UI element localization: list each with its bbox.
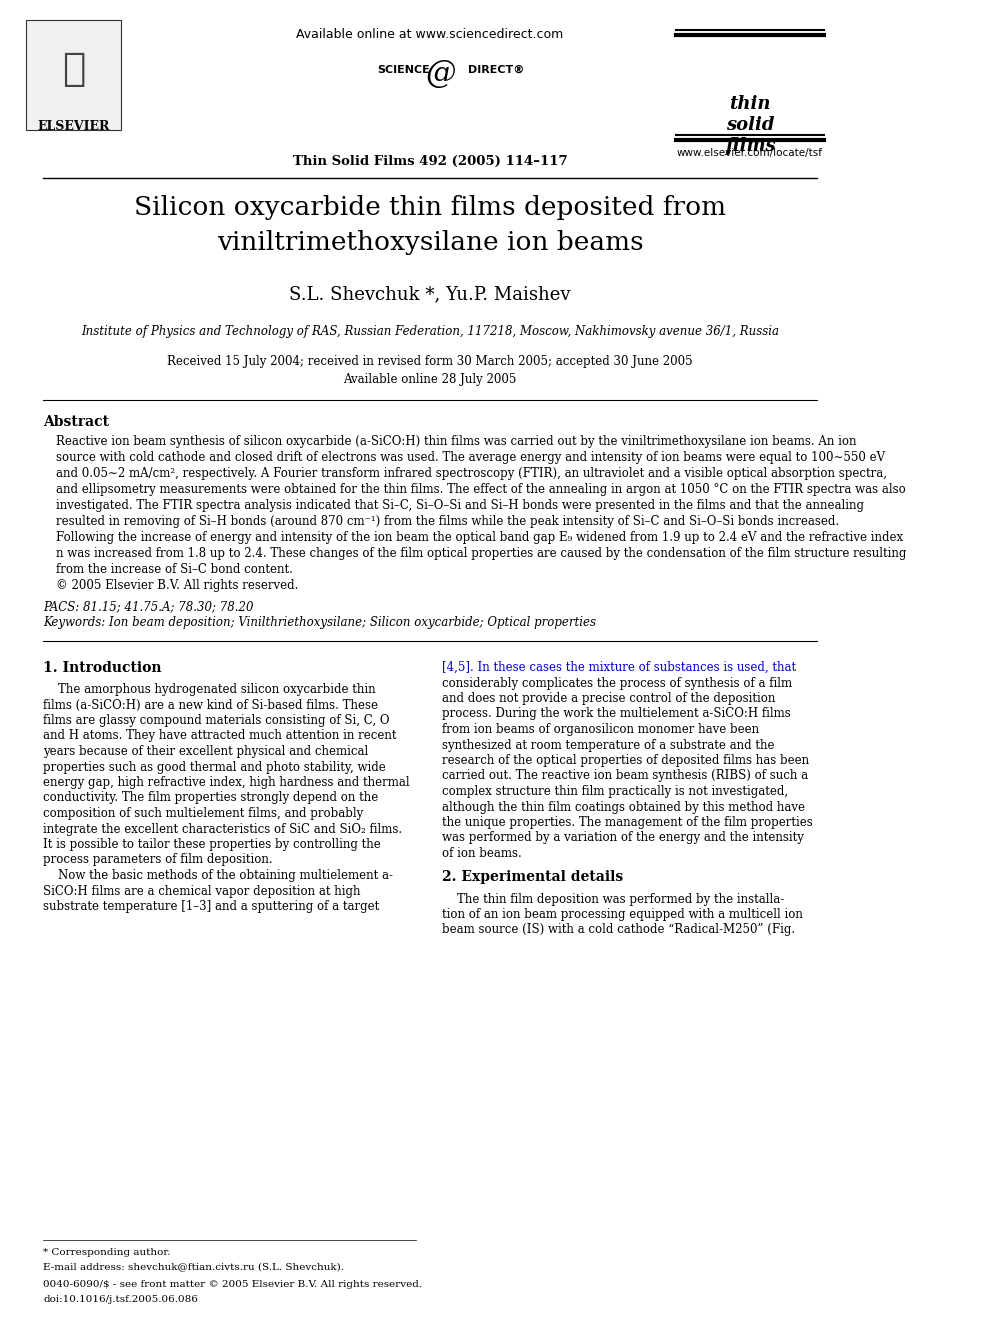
Text: [4,5]. In these cases the mixture of substances is used, that: [4,5]. In these cases the mixture of sub… [442,662,797,673]
Text: films are glassy compound materials consisting of Si, C, O: films are glassy compound materials cons… [44,714,390,728]
Text: Following the increase of energy and intensity of the ion beam the optical band : Following the increase of energy and int… [57,531,904,544]
Text: and ellipsometry measurements were obtained for the thin films. The effect of th: and ellipsometry measurements were obtai… [57,483,906,496]
Text: years because of their excellent physical and chemical: years because of their excellent physica… [44,745,369,758]
Text: films (a-SiCO:H) are a new kind of Si-based films. These: films (a-SiCO:H) are a new kind of Si-ba… [44,699,378,712]
FancyBboxPatch shape [26,20,121,130]
Text: properties such as good thermal and photo stability, wide: properties such as good thermal and phot… [44,761,386,774]
Text: Silicon oxycarbide thin films deposited from: Silicon oxycarbide thin films deposited … [134,194,726,220]
Text: 🌳: 🌳 [62,50,85,89]
Text: source with cold cathode and closed drift of electrons was used. The average ene: source with cold cathode and closed drif… [57,451,886,464]
Text: energy gap, high refractive index, high hardness and thermal: energy gap, high refractive index, high … [44,777,410,789]
Text: complex structure thin film practically is not investigated,: complex structure thin film practically … [442,785,789,798]
Text: and does not provide a precise control of the deposition: and does not provide a precise control o… [442,692,776,705]
Text: from the increase of Si–C bond content.: from the increase of Si–C bond content. [57,564,294,576]
Text: E-mail address: shevchuk@ftian.civts.ru (S.L. Shevchuk).: E-mail address: shevchuk@ftian.civts.ru … [44,1262,344,1271]
Text: Reactive ion beam synthesis of silicon oxycarbide (a-SiCO:H) thin films was carr: Reactive ion beam synthesis of silicon o… [57,435,857,448]
Text: The thin film deposition was performed by the installa-: The thin film deposition was performed b… [442,893,785,905]
Text: substrate temperature [1–3] and a sputtering of a target: substrate temperature [1–3] and a sputte… [44,900,380,913]
Text: integrate the excellent characteristics of SiC and SiO₂ films.: integrate the excellent characteristics … [44,823,403,836]
Text: SiCO:H films are a chemical vapor deposition at high: SiCO:H films are a chemical vapor deposi… [44,885,361,897]
Text: thin
solid
films: thin solid films [724,95,776,155]
Text: synthesized at room temperature of a substrate and the: synthesized at room temperature of a sub… [442,738,775,751]
Text: The amorphous hydrogenated silicon oxycarbide thin: The amorphous hydrogenated silicon oxyca… [44,683,376,696]
Text: from ion beams of organosilicon monomer have been: from ion beams of organosilicon monomer … [442,722,759,736]
Text: Keywords: Ion beam deposition; Vinilthriethoxysilane; Silicon oxycarbide; Optica: Keywords: Ion beam deposition; Vinilthri… [44,617,596,628]
Text: research of the optical properties of deposited films has been: research of the optical properties of de… [442,754,809,767]
Text: investigated. The FTIR spectra analysis indicated that Si–C, Si–O–Si and Si–H bo: investigated. The FTIR spectra analysis … [57,499,864,512]
Text: resulted in removing of Si–H bonds (around 870 cm⁻¹) from the films while the pe: resulted in removing of Si–H bonds (arou… [57,515,839,528]
Text: of ion beams.: of ion beams. [442,847,522,860]
Text: and H atoms. They have attracted much attention in recent: and H atoms. They have attracted much at… [44,729,397,742]
Text: considerably complicates the process of synthesis of a film: considerably complicates the process of … [442,676,793,689]
Text: 0040-6090/$ - see front matter © 2005 Elsevier B.V. All rights reserved.: 0040-6090/$ - see front matter © 2005 El… [44,1279,423,1289]
Text: @: @ [426,58,455,89]
Text: * Corresponding author.: * Corresponding author. [44,1248,171,1257]
Text: © 2005 Elsevier B.V. All rights reserved.: © 2005 Elsevier B.V. All rights reserved… [57,579,299,591]
Text: beam source (IS) with a cold cathode “Radical-M250” (Fig.: beam source (IS) with a cold cathode “Ra… [442,923,796,937]
Text: process parameters of film deposition.: process parameters of film deposition. [44,853,273,867]
Text: Received 15 July 2004; received in revised form 30 March 2005; accepted 30 June : Received 15 July 2004; received in revis… [168,355,692,368]
Text: SCIENCE: SCIENCE [377,65,430,75]
Text: n was increased from 1.8 up to 2.4. These changes of the film optical properties: n was increased from 1.8 up to 2.4. Thes… [57,546,907,560]
Text: carried out. The reactive ion beam synthesis (RIBS) of such a: carried out. The reactive ion beam synth… [442,770,808,782]
Text: doi:10.1016/j.tsf.2005.06.086: doi:10.1016/j.tsf.2005.06.086 [44,1295,198,1304]
Text: viniltrimethoxysilane ion beams: viniltrimethoxysilane ion beams [216,230,644,255]
Text: PACS: 81.15; 41.75.A; 78.30; 78.20: PACS: 81.15; 41.75.A; 78.30; 78.20 [44,601,254,613]
Text: composition of such multielement films, and probably: composition of such multielement films, … [44,807,364,820]
Text: was performed by a variation of the energy and the intensity: was performed by a variation of the ener… [442,831,805,844]
Text: Abstract: Abstract [44,415,109,429]
Text: conductivity. The film properties strongly depend on the: conductivity. The film properties strong… [44,791,379,804]
Text: 2. Experimental details: 2. Experimental details [442,871,623,885]
Text: Thin Solid Films 492 (2005) 114–117: Thin Solid Films 492 (2005) 114–117 [293,155,567,168]
Text: the unique properties. The management of the film properties: the unique properties. The management of… [442,816,812,830]
Text: tion of an ion beam processing equipped with a multicell ion: tion of an ion beam processing equipped … [442,908,804,921]
Text: although the thin film coatings obtained by this method have: although the thin film coatings obtained… [442,800,806,814]
Text: Available online 28 July 2005: Available online 28 July 2005 [343,373,517,386]
Text: Now the basic methods of the obtaining multielement a-: Now the basic methods of the obtaining m… [44,869,394,882]
Text: Available online at www.sciencedirect.com: Available online at www.sciencedirect.co… [297,28,563,41]
Text: It is possible to tailor these properties by controlling the: It is possible to tailor these propertie… [44,837,381,851]
Text: S.L. Shevchuk *, Yu.P. Maishev: S.L. Shevchuk *, Yu.P. Maishev [290,284,570,303]
Text: process. During the work the multielement a-SiCO:H films: process. During the work the multielemen… [442,708,791,721]
Text: www.elsevier.com/locate/tsf: www.elsevier.com/locate/tsf [677,148,823,157]
Text: 1. Introduction: 1. Introduction [44,662,162,675]
Text: ELSEVIER: ELSEVIER [38,120,110,134]
Text: DIRECT®: DIRECT® [468,65,525,75]
Text: and 0.05∼2 mA/cm², respectively. A Fourier transform infrared spectroscopy (FTIR: and 0.05∼2 mA/cm², respectively. A Fouri… [57,467,888,480]
Text: Institute of Physics and Technology of RAS, Russian Federation, 117218, Moscow, : Institute of Physics and Technology of R… [81,325,779,337]
